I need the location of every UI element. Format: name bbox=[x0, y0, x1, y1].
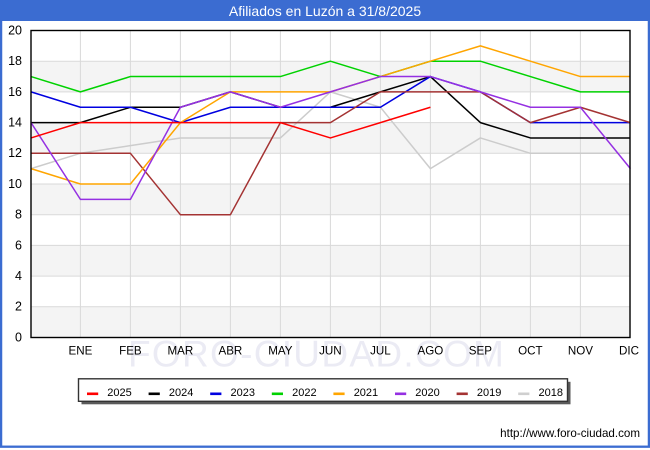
svg-text:4: 4 bbox=[15, 269, 22, 283]
svg-text:FEB: FEB bbox=[119, 345, 142, 358]
svg-text:JUL: JUL bbox=[370, 345, 391, 358]
svg-text:DIC: DIC bbox=[619, 345, 639, 358]
svg-text:8: 8 bbox=[15, 208, 22, 222]
svg-text:SEP: SEP bbox=[469, 345, 492, 358]
svg-text:2025: 2025 bbox=[107, 387, 131, 399]
svg-text:20: 20 bbox=[8, 23, 22, 37]
svg-text:10: 10 bbox=[8, 177, 22, 191]
svg-text:NOV: NOV bbox=[568, 345, 593, 358]
svg-text:2: 2 bbox=[15, 300, 22, 314]
svg-text:0: 0 bbox=[15, 330, 22, 344]
svg-text:Afiliados en Luzón a 31/8/2025: Afiliados en Luzón a 31/8/2025 bbox=[229, 3, 421, 19]
svg-text:OCT: OCT bbox=[518, 345, 542, 358]
svg-text:AGO: AGO bbox=[418, 345, 444, 358]
svg-text:2021: 2021 bbox=[354, 387, 378, 399]
svg-text:2020: 2020 bbox=[415, 387, 439, 399]
svg-text:MAY: MAY bbox=[268, 345, 293, 358]
svg-text:2019: 2019 bbox=[477, 387, 501, 399]
svg-text:JUN: JUN bbox=[319, 345, 342, 358]
svg-text:2023: 2023 bbox=[231, 387, 255, 399]
svg-text:18: 18 bbox=[8, 54, 22, 68]
svg-text:ENE: ENE bbox=[68, 345, 92, 358]
svg-text:16: 16 bbox=[8, 85, 22, 99]
svg-text:2018: 2018 bbox=[539, 387, 563, 399]
svg-text:MAR: MAR bbox=[168, 345, 194, 358]
svg-text:6: 6 bbox=[15, 238, 22, 252]
svg-text:14: 14 bbox=[8, 116, 22, 130]
svg-text:12: 12 bbox=[8, 146, 22, 160]
svg-text:ABR: ABR bbox=[218, 345, 242, 358]
svg-text:2024: 2024 bbox=[169, 387, 193, 399]
svg-text:FORO-CIUDAD.COM: FORO-CIUDAD.COM bbox=[128, 334, 505, 375]
svg-text:2022: 2022 bbox=[292, 387, 316, 399]
svg-text:http://www.foro-ciudad.com: http://www.foro-ciudad.com bbox=[500, 427, 640, 440]
